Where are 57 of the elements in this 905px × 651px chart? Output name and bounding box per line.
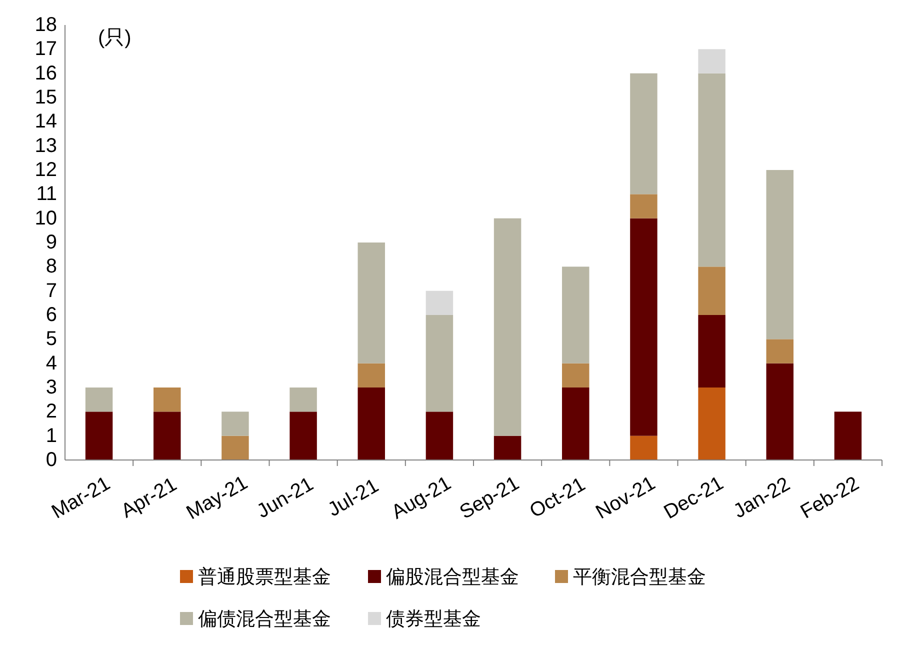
bar bbox=[85, 388, 113, 412]
y-tick-label: 16 bbox=[34, 62, 57, 84]
y-tick-label: 9 bbox=[46, 232, 57, 254]
bar bbox=[766, 170, 794, 340]
bar bbox=[290, 388, 317, 412]
bar bbox=[494, 218, 522, 436]
y-tick-label: 8 bbox=[46, 256, 57, 278]
bar bbox=[562, 363, 590, 388]
y-tick-label: 18 bbox=[34, 14, 57, 36]
bar bbox=[834, 412, 862, 460]
bar bbox=[426, 290, 454, 315]
bar bbox=[290, 412, 317, 460]
bar bbox=[426, 412, 454, 460]
y-tick-label: 15 bbox=[34, 86, 57, 108]
y-tick-label: 12 bbox=[34, 159, 57, 181]
bar bbox=[358, 242, 385, 364]
bar bbox=[85, 412, 113, 460]
bar bbox=[630, 218, 658, 436]
y-tick-label: 14 bbox=[34, 110, 57, 133]
y-tick-label: 6 bbox=[46, 304, 57, 326]
y-tick-label: 2 bbox=[46, 400, 57, 423]
y-tick-label: 5 bbox=[46, 328, 57, 350]
bar bbox=[630, 436, 658, 460]
y-tick-label: 17 bbox=[34, 38, 57, 60]
bar bbox=[766, 363, 794, 460]
bar bbox=[494, 436, 522, 460]
bar bbox=[630, 194, 658, 218]
y-tick-label: 11 bbox=[36, 183, 57, 206]
bar bbox=[154, 412, 181, 460]
bar bbox=[766, 339, 794, 364]
y-axis-title: (只) bbox=[98, 27, 132, 49]
bar bbox=[698, 73, 726, 267]
y-tick-label: 7 bbox=[46, 280, 57, 302]
bar bbox=[222, 436, 249, 460]
bar bbox=[630, 73, 658, 194]
bar bbox=[698, 315, 726, 388]
bar bbox=[562, 266, 590, 364]
y-tick-label: 4 bbox=[46, 352, 57, 374]
bar bbox=[222, 412, 249, 436]
bar bbox=[426, 315, 454, 412]
bar bbox=[358, 363, 385, 388]
y-tick-label: 13 bbox=[34, 134, 57, 157]
legend-label: 平衡混合型基金 bbox=[573, 567, 706, 588]
bar bbox=[698, 266, 726, 315]
bar bbox=[562, 388, 590, 460]
bar bbox=[358, 388, 385, 460]
y-tick-label: 1 bbox=[46, 424, 57, 447]
legend-label: 偏股混合型基金 bbox=[386, 567, 519, 588]
bar bbox=[154, 388, 181, 412]
y-tick-label: 10 bbox=[34, 207, 57, 230]
bar bbox=[698, 388, 726, 460]
y-tick-label: 3 bbox=[46, 376, 57, 398]
legend-label: 普通股票型基金 bbox=[198, 566, 331, 588]
legend-label: 偏债混合型基金 bbox=[198, 609, 331, 630]
y-tick-label: 0 bbox=[46, 449, 57, 471]
legend-label: 债券型基金 bbox=[386, 609, 481, 630]
bar bbox=[698, 49, 726, 74]
